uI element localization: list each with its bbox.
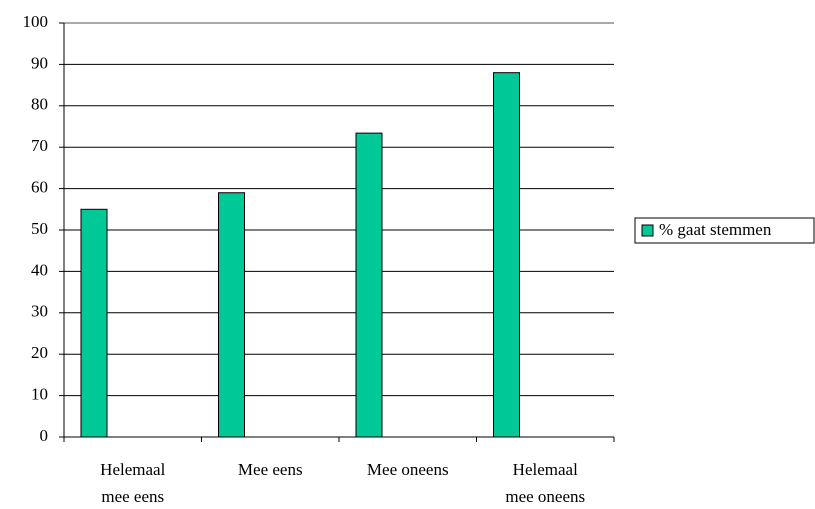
y-tick-label: 30 (31, 302, 48, 321)
y-tick-label: 40 (31, 260, 48, 279)
y-tick-label: 60 (31, 178, 48, 197)
y-tick-label: 70 (31, 136, 48, 155)
x-tick-label-line: mee eens (101, 487, 164, 506)
y-tick-label: 10 (31, 385, 48, 404)
y-tick-label: 80 (31, 95, 48, 114)
y-tick-label: 50 (31, 219, 48, 238)
x-tick-label: Mee eens (238, 460, 303, 479)
bar (80, 208, 108, 438)
bar (218, 192, 245, 438)
x-tick-label-line: Helemaal (513, 460, 578, 479)
bar (493, 72, 520, 438)
x-tick-label-line: mee oneens (505, 487, 585, 506)
x-tick-label-line: Helemaal (100, 460, 165, 479)
y-tick-label: 0 (40, 426, 49, 445)
legend-swatch (641, 224, 654, 237)
y-tick-label: 90 (31, 53, 48, 72)
x-tick-label: Helemaal mee eens (100, 460, 165, 506)
y-tick-label: 20 (31, 343, 48, 362)
x-tick-label: Helemaal mee oneens (505, 460, 585, 506)
y-tick-label: 100 (23, 12, 49, 31)
bar (355, 132, 383, 438)
x-tick-label: Mee oneens (367, 460, 449, 479)
legend-label: % gaat stemmen (659, 220, 772, 239)
legend-box (634, 217, 815, 244)
